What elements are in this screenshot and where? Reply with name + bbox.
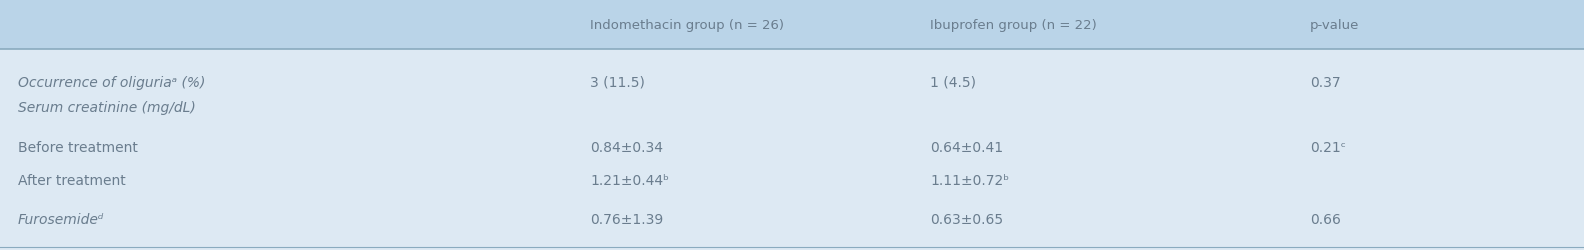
- Text: 0.84±0.34: 0.84±0.34: [589, 140, 664, 154]
- Text: p-value: p-value: [1310, 18, 1359, 31]
- Bar: [0, 0, 1584, 50]
- Text: 0.76±1.39: 0.76±1.39: [589, 212, 664, 226]
- Text: 3 (11.5): 3 (11.5): [589, 76, 645, 90]
- Text: Occurrence of oliguriaᵃ (%): Occurrence of oliguriaᵃ (%): [17, 76, 206, 90]
- Text: 1.21±0.44ᵇ: 1.21±0.44ᵇ: [589, 173, 668, 187]
- Text: Serum creatinine (mg/dL): Serum creatinine (mg/dL): [17, 100, 196, 114]
- Text: Indomethacin group (n = 26): Indomethacin group (n = 26): [589, 18, 784, 31]
- Text: Before treatment: Before treatment: [17, 140, 138, 154]
- Text: Ibuprofen group (n = 22): Ibuprofen group (n = 22): [930, 18, 1096, 31]
- Text: 0.63±0.65: 0.63±0.65: [930, 212, 1003, 226]
- Text: 1.11±0.72ᵇ: 1.11±0.72ᵇ: [930, 173, 1009, 187]
- Text: 0.37: 0.37: [1310, 76, 1340, 90]
- Text: 0.66: 0.66: [1310, 212, 1342, 226]
- Text: Furosemideᵈ: Furosemideᵈ: [17, 212, 105, 226]
- Text: After treatment: After treatment: [17, 173, 125, 187]
- Text: 1 (4.5): 1 (4.5): [930, 76, 976, 90]
- Text: 0.21ᶜ: 0.21ᶜ: [1310, 140, 1346, 154]
- Text: 0.64±0.41: 0.64±0.41: [930, 140, 1003, 154]
